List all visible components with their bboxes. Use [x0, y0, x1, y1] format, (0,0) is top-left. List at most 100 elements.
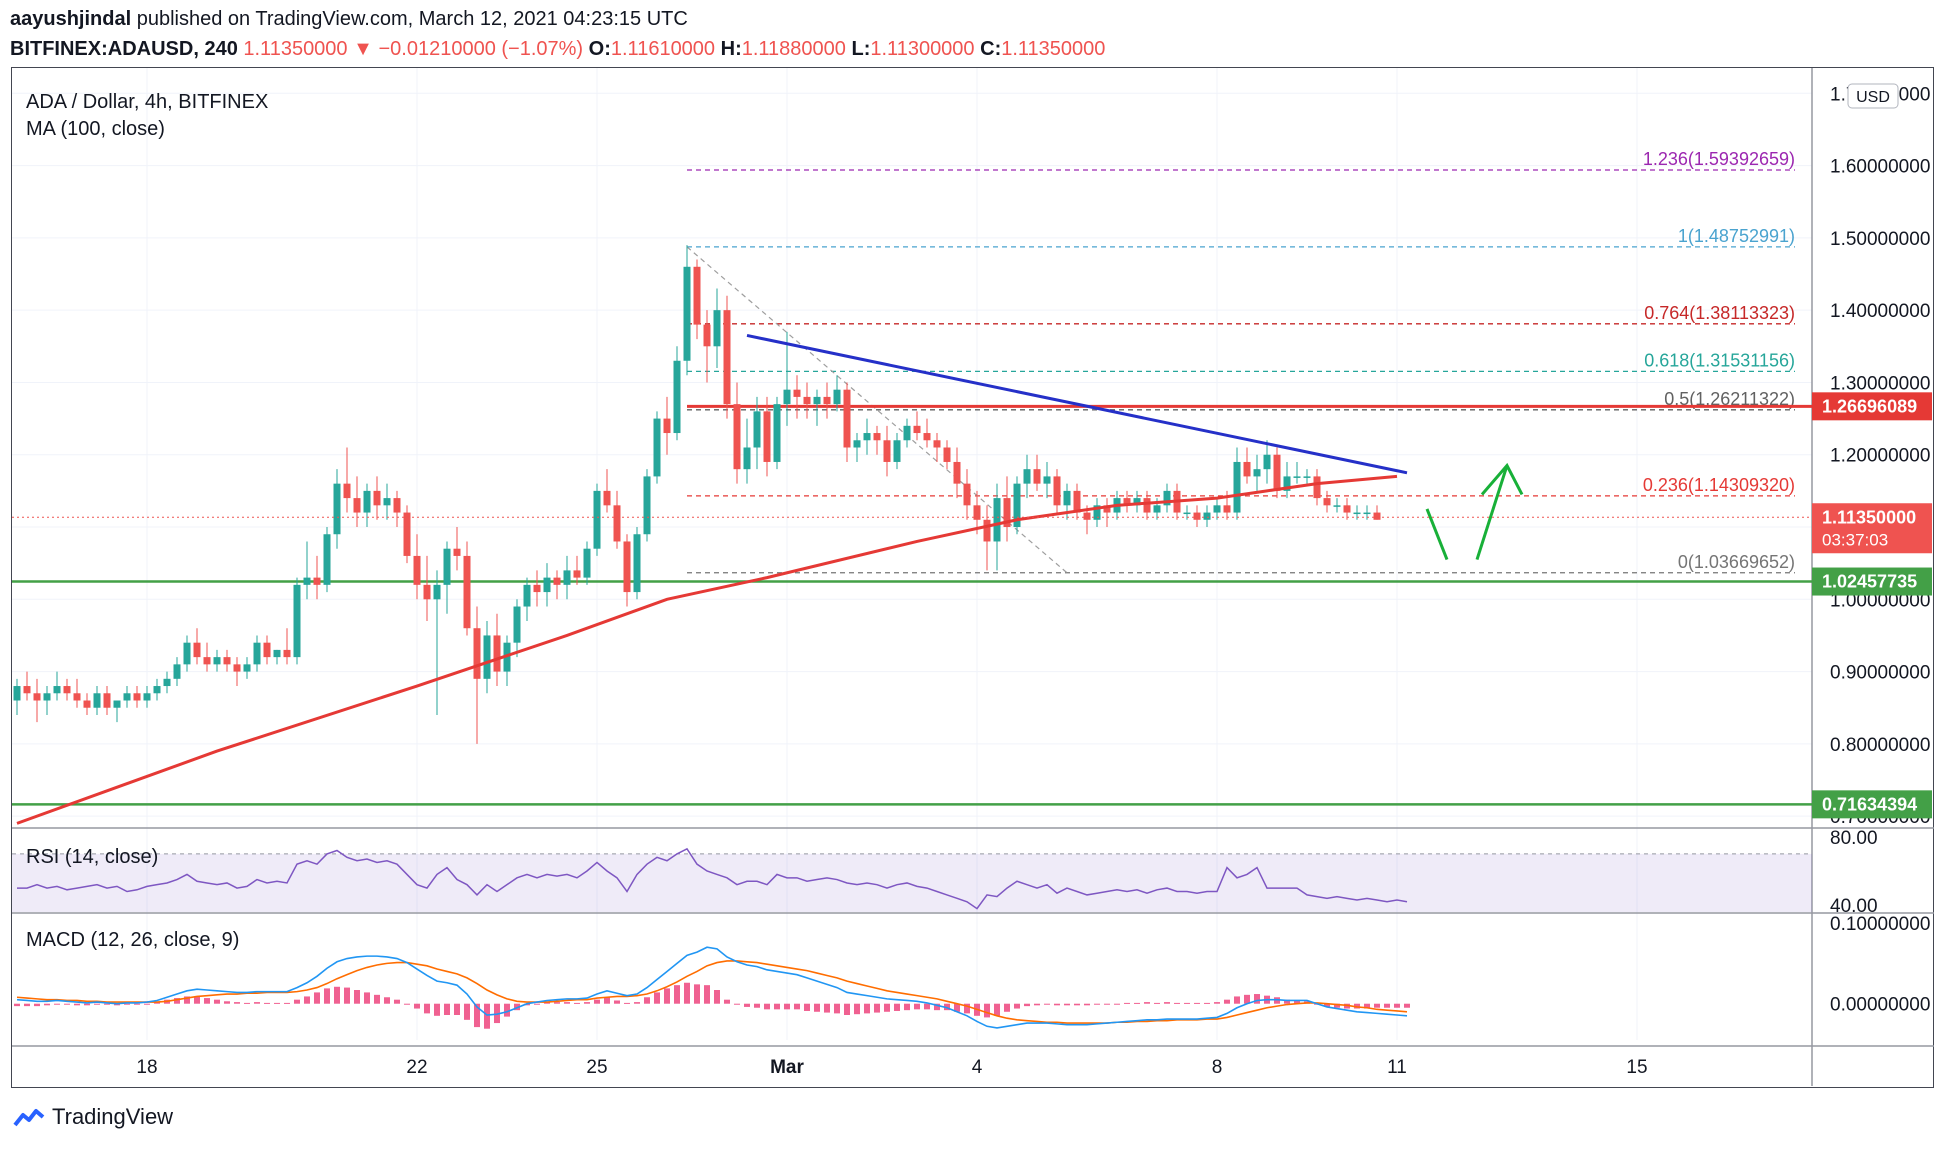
fib-level-label: 1.236(1.59392659) — [1643, 149, 1795, 169]
candle-body — [663, 418, 671, 434]
candle-body — [1073, 490, 1081, 513]
chart-title-legend: ADA / Dollar, 4h, BITFINEX — [26, 91, 268, 113]
candle-body — [33, 693, 41, 701]
candle-body — [453, 548, 461, 556]
candle-body — [43, 693, 51, 701]
macd-histogram-bar — [464, 1003, 470, 1020]
fib-level-label: 0.764(1.38113323) — [1644, 303, 1795, 323]
author[interactable]: aayushjindal — [10, 8, 132, 30]
time-tick-label: 22 — [406, 1057, 427, 1078]
macd-histogram-bar — [184, 996, 190, 1004]
macd-histogram-bar — [74, 1003, 80, 1006]
candle-body — [1273, 454, 1281, 491]
candle-body — [1133, 498, 1141, 506]
macd-signal-line — [16, 960, 1408, 1024]
candle-body — [593, 490, 601, 549]
macd-histogram-bar — [324, 988, 330, 1004]
macd-histogram-bar — [534, 1003, 540, 1005]
macd-histogram-bar — [1114, 1003, 1120, 1005]
time-tick-label: 11 — [1387, 1057, 1407, 1078]
candle-body — [1033, 469, 1041, 484]
candle-body — [883, 440, 891, 462]
candle-body — [63, 686, 71, 694]
candle-body — [623, 541, 631, 593]
macd-histogram-bar — [354, 990, 360, 1004]
fib-level-label: 1(1.48752991) — [1678, 226, 1795, 246]
price-tick-label: 0.80000000 — [1830, 735, 1930, 756]
support-price-label: 0.71634394 — [1822, 794, 1917, 814]
time-tick-label: 25 — [586, 1057, 607, 1078]
macd-histogram-bar — [94, 1003, 100, 1005]
candle-body — [753, 411, 761, 448]
chart-frame[interactable] — [11, 67, 1934, 1088]
candle-body — [353, 498, 361, 513]
candle-body — [773, 404, 781, 462]
arrow-down-stroke — [1425, 508, 1449, 561]
rsi-line — [17, 847, 1408, 910]
candle-body — [1103, 505, 1111, 513]
rsi-band — [12, 853, 1812, 912]
high-value: 1.11880000 — [741, 38, 846, 60]
macd-histogram-bar — [274, 1002, 280, 1004]
macd-histogram-bar — [804, 1003, 810, 1011]
candle-body — [103, 693, 111, 708]
macd-histogram-bar — [264, 1002, 270, 1004]
candle-body — [1213, 505, 1221, 513]
candle-body — [273, 649, 281, 658]
candle-body — [653, 418, 661, 477]
macd-histogram-bar — [1064, 1003, 1070, 1006]
candle-body — [1153, 505, 1161, 513]
candle-body — [423, 584, 431, 600]
macd-histogram-bar — [764, 1003, 770, 1010]
macd-histogram-bar — [584, 1002, 590, 1004]
arrow-up-head-icon — [1480, 462, 1524, 496]
candle-body — [1343, 505, 1351, 513]
candle-body — [1063, 490, 1071, 506]
macd-histogram-bar — [1184, 1002, 1190, 1004]
candle-body — [513, 606, 521, 643]
candle-body — [1283, 476, 1291, 491]
macd-histogram-bar — [14, 1003, 20, 1007]
macd-legend: MACD (12, 26, close, 9) — [26, 929, 239, 951]
symbol-info: BITFINEX:ADAUSD, 240 1.11350000 ▼ −0.012… — [10, 38, 1105, 61]
candle-body — [403, 512, 411, 556]
macd-histogram-bar — [854, 1003, 860, 1015]
candle-body — [803, 396, 811, 405]
tradingview-logo-icon — [13, 1109, 45, 1127]
macd-histogram-bar — [1164, 1002, 1170, 1004]
candle-body — [893, 440, 901, 462]
candle-body — [823, 396, 831, 405]
candle-body — [163, 678, 171, 687]
candle-body — [133, 693, 141, 701]
macd-histogram-bar — [794, 1003, 800, 1010]
candle-body — [533, 584, 541, 593]
candle-body — [83, 700, 91, 708]
support-price-tag — [1812, 567, 1932, 596]
brand-name[interactable]: TradingView — [52, 1104, 174, 1129]
open-value: 1.11610000 — [610, 38, 716, 60]
candle-body — [223, 657, 231, 665]
macd-histogram-bar — [744, 1003, 750, 1007]
macd-histogram-bar — [1404, 1003, 1410, 1008]
last-price: 1.11350000 — [243, 38, 348, 60]
macd-histogram-bar — [834, 1003, 840, 1014]
bearish-trendline — [746, 333, 1408, 475]
macd-histogram-bar — [674, 985, 680, 1004]
last-price-label: 1.11350000 — [1822, 507, 1916, 527]
candle-body — [573, 570, 581, 578]
candle-body — [783, 389, 791, 405]
published-text: published on TradingView.com, March 12, … — [136, 8, 688, 30]
macd-histogram-bar — [364, 992, 370, 1004]
macd-histogram-bar — [784, 1003, 790, 1010]
candle-body — [1323, 498, 1331, 506]
candle-body — [73, 693, 81, 701]
candle-body — [943, 447, 951, 462]
last-price-tag — [1812, 503, 1932, 554]
candle-body — [1293, 476, 1301, 478]
candle-body — [473, 628, 481, 679]
candle-body — [833, 389, 841, 405]
candle-body — [13, 686, 21, 701]
price-tick-label: 1.20000000 — [1830, 446, 1930, 467]
macd-histogram-bar — [374, 994, 380, 1004]
